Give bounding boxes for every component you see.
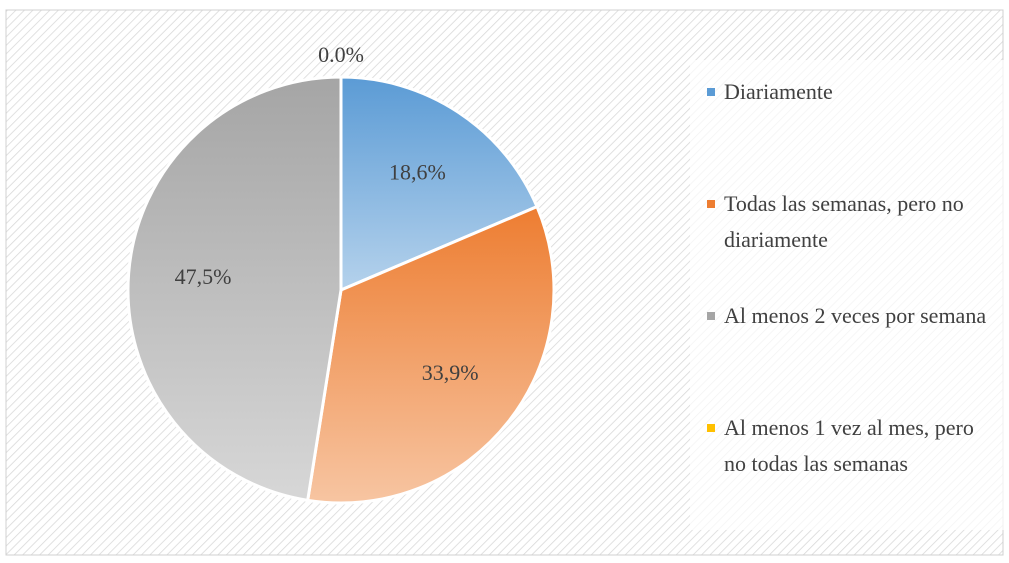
- legend-item: Al menos 2 veces por semana: [724, 303, 987, 328]
- legend-label: Al menos 1 vez al mes, pero no todas las…: [724, 415, 974, 476]
- legend-label: Todas las semanas, pero no diariamente: [724, 191, 964, 252]
- pie: [126, 75, 556, 505]
- pie-slice: [339, 75, 539, 293]
- legend-background: [690, 60, 1009, 530]
- legend-item: Diariamente: [724, 79, 833, 104]
- value-label: 0.0%: [318, 42, 364, 67]
- legend-swatch: [707, 88, 715, 96]
- legend: Diariamente Todas las semanas, pero no di…: [707, 79, 987, 476]
- pie-slice: [126, 75, 343, 503]
- pie-slice: [305, 204, 556, 505]
- legend-swatch: [707, 424, 715, 432]
- value-label: 47,5%: [175, 264, 232, 289]
- legend-item: Todas las semanas, pero no diariamente: [724, 191, 964, 252]
- legend-label: Diariamente: [724, 79, 833, 104]
- value-label: 18,6%: [389, 160, 446, 185]
- legend-swatch: [707, 200, 715, 208]
- legend-item: Al menos 1 vez al mes, pero no todas las…: [724, 415, 974, 476]
- legend-label: Al menos 2 veces por semana: [724, 303, 987, 328]
- value-label: 33,9%: [422, 360, 479, 385]
- legend-swatch: [707, 312, 715, 320]
- value-labels: 18,6% 33,9% 47,5% 0.0%: [175, 42, 479, 385]
